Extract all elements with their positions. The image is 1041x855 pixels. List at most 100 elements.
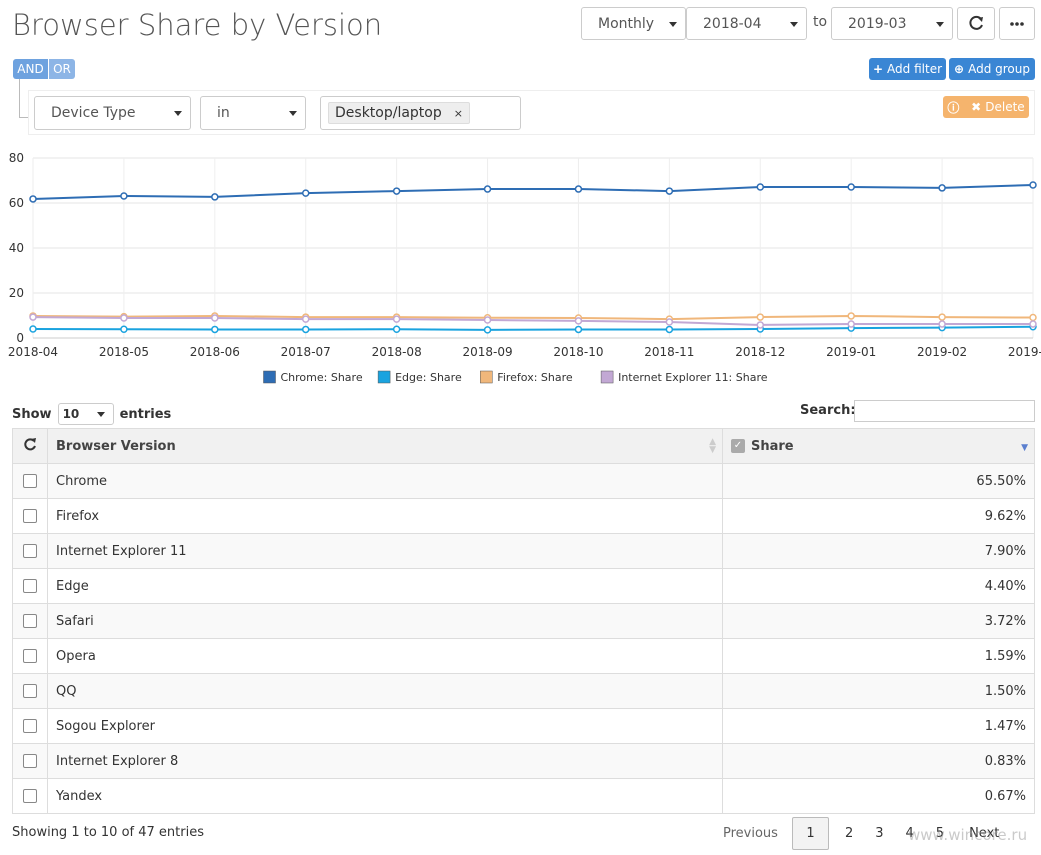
and-button[interactable]: AND bbox=[13, 59, 48, 79]
share-cell: 7.90% bbox=[722, 533, 1035, 569]
more-button[interactable] bbox=[999, 7, 1035, 40]
y-tick-label: 80 bbox=[9, 151, 24, 165]
from-select[interactable]: 2018-04 bbox=[686, 7, 807, 40]
column-header[interactable]: ✓ Share ▼ bbox=[722, 428, 1035, 464]
data-point bbox=[574, 185, 583, 193]
browser-cell: Firefox bbox=[47, 498, 723, 534]
row-checkbox[interactable] bbox=[23, 789, 37, 803]
operator-value: in bbox=[217, 105, 230, 121]
y-tick-label: 40 bbox=[9, 241, 24, 255]
data-point bbox=[1029, 181, 1037, 189]
filter-panel bbox=[28, 90, 1035, 135]
data-point bbox=[483, 326, 492, 334]
x-tick-label: 2019-02 bbox=[917, 345, 967, 359]
from-value: 2018-04 bbox=[703, 15, 762, 32]
page-size-value: 10 bbox=[62, 407, 80, 421]
share-cell: 3.72% bbox=[722, 603, 1035, 639]
page-button[interactable]: 4 bbox=[905, 826, 914, 841]
column-label: Browser Version bbox=[56, 438, 176, 454]
and-label: AND bbox=[17, 62, 44, 76]
row-checkbox[interactable] bbox=[23, 474, 37, 488]
legend-swatch bbox=[377, 370, 391, 384]
share-cell: 65.50% bbox=[722, 463, 1035, 499]
data-point bbox=[938, 184, 946, 192]
or-label: OR bbox=[53, 62, 71, 76]
table-body: Chrome 65.50% Firefox 9.62% Internet Explore… bbox=[12, 463, 1035, 814]
row-checkbox[interactable] bbox=[23, 719, 37, 733]
to-select[interactable]: 2019-03 bbox=[831, 7, 953, 40]
data-point bbox=[29, 325, 37, 333]
data-point bbox=[120, 192, 128, 200]
x-tick-label: 2018-08 bbox=[372, 345, 422, 359]
row-checkbox[interactable] bbox=[23, 614, 37, 628]
show-label: Show bbox=[12, 406, 52, 422]
page-button[interactable]: 2 bbox=[844, 826, 854, 841]
row-checkbox-cell bbox=[12, 463, 48, 499]
to-label: to bbox=[813, 14, 828, 30]
y-tick-label: 20 bbox=[9, 286, 24, 300]
browser-cell: Edge bbox=[47, 568, 723, 604]
share-cell: 1.47% bbox=[722, 708, 1035, 744]
data-point bbox=[938, 313, 946, 321]
remove-tag[interactable]: × bbox=[453, 106, 463, 120]
page-button[interactable]: 5 bbox=[935, 826, 945, 841]
data-point bbox=[29, 313, 37, 321]
table-row: Sogou Explorer 1.47% bbox=[12, 708, 1035, 744]
row-checkbox[interactable] bbox=[23, 579, 37, 593]
data-point bbox=[392, 315, 401, 323]
page-size-control: Show 10 entries bbox=[12, 403, 171, 425]
data-point bbox=[665, 325, 674, 334]
field-select[interactable]: Device Type bbox=[34, 96, 191, 130]
share-cell: 0.83% bbox=[722, 743, 1035, 779]
column-header[interactable]: Browser Version ▲ ▼ bbox=[47, 428, 723, 464]
add-group-button[interactable]: ⊕ Add group bbox=[949, 58, 1035, 80]
page-button[interactable]: 1 bbox=[791, 817, 829, 850]
search-label: Search: bbox=[800, 403, 856, 418]
row-checkbox-cell bbox=[12, 568, 48, 604]
next-button[interactable]: Next bbox=[969, 826, 1000, 841]
data-point bbox=[847, 183, 855, 191]
reload-header[interactable] bbox=[12, 428, 48, 464]
table-row: Safari 3.72% bbox=[12, 603, 1035, 639]
add-filter-button[interactable]: + Add filter bbox=[869, 58, 946, 80]
share-cell: 0.67% bbox=[722, 778, 1035, 814]
legend-swatch bbox=[600, 370, 614, 384]
to-value: 2019-03 bbox=[848, 15, 907, 32]
refresh-button[interactable] bbox=[957, 7, 995, 40]
watermark: www.wincore.ru bbox=[908, 826, 1028, 844]
previous-button[interactable]: Previous bbox=[723, 826, 778, 841]
browser-cell: Chrome bbox=[47, 463, 723, 499]
operator-select[interactable]: in bbox=[200, 96, 306, 130]
legend-label: Firefox: Share bbox=[497, 371, 573, 384]
row-checkbox[interactable] bbox=[23, 509, 37, 523]
period-select[interactable]: Monthly bbox=[581, 7, 686, 40]
or-button[interactable]: OR bbox=[49, 59, 75, 79]
share-cell: 1.59% bbox=[722, 638, 1035, 674]
browser-cell: Internet Explorer 8 bbox=[47, 743, 723, 779]
data-point bbox=[756, 313, 765, 321]
browser-cell: Sogou Explorer bbox=[47, 708, 723, 744]
data-point bbox=[665, 187, 674, 195]
delete-button[interactable]: ⓘ ✖ Delete bbox=[943, 96, 1029, 118]
x-tick-label: 2018-06 bbox=[190, 345, 240, 359]
page-size-select[interactable]: 10 bbox=[57, 403, 114, 425]
chart: 0 20 40 60 80 2018-04 2018-05 2018-06 2018-07 201… bbox=[8, 151, 1041, 384]
column-checkbox[interactable]: ✓ bbox=[731, 439, 745, 453]
sort-icon: ▼ bbox=[1021, 443, 1028, 453]
table-row: Yandex 0.67% bbox=[12, 778, 1035, 814]
row-checkbox-cell bbox=[12, 743, 48, 779]
row-checkbox[interactable] bbox=[23, 754, 37, 768]
value-box[interactable]: Desktop/laptop × bbox=[320, 96, 521, 130]
series-line bbox=[32, 316, 1033, 326]
value-tag: Desktop/laptop × bbox=[328, 102, 470, 124]
row-checkbox[interactable] bbox=[23, 544, 37, 558]
search-input[interactable] bbox=[854, 400, 1035, 422]
refresh-icon bbox=[969, 15, 983, 30]
row-checkbox[interactable] bbox=[23, 649, 37, 663]
data-point bbox=[1029, 320, 1037, 328]
row-checkbox[interactable] bbox=[23, 684, 37, 698]
browser-cell: Internet Explorer 11 bbox=[47, 533, 723, 569]
page-button[interactable]: 3 bbox=[875, 826, 884, 841]
table-row: QQ 1.50% bbox=[12, 673, 1035, 709]
sort-icon: ▲ ▼ bbox=[709, 437, 716, 455]
